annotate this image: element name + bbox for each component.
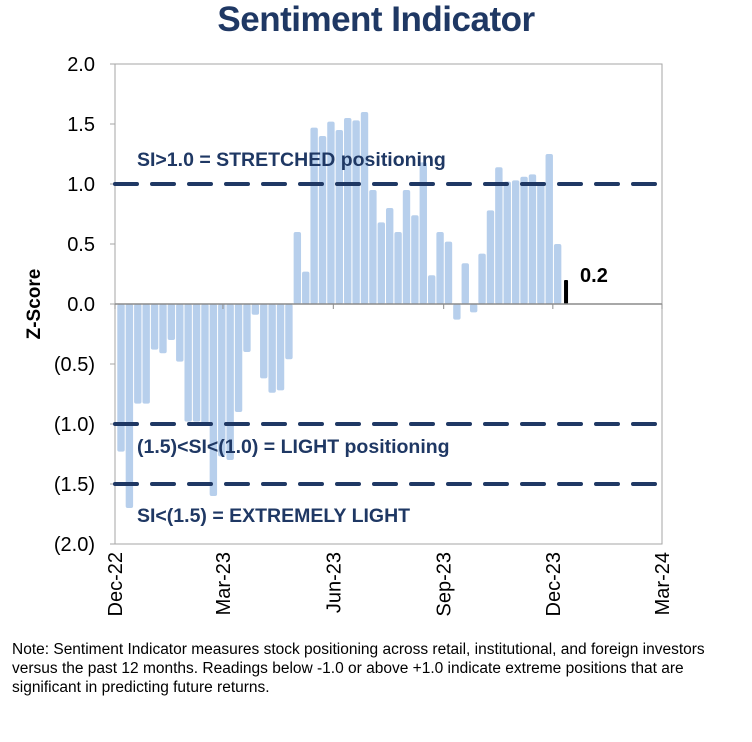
y-tick-label: 1.0	[67, 174, 95, 196]
bar	[201, 304, 209, 424]
bar	[125, 304, 134, 508]
bar	[411, 215, 419, 304]
bar	[486, 210, 495, 304]
bar	[226, 304, 234, 460]
bar	[402, 190, 411, 304]
y-tick-label: 1.5	[67, 114, 95, 136]
bar	[469, 304, 478, 313]
threshold-label: SI>1.0 = STRETCHED positioning	[137, 149, 446, 171]
bar	[167, 304, 176, 340]
bar	[159, 304, 167, 354]
bar	[385, 208, 394, 304]
footnote: Note: Sentiment Indicator measures stock…	[12, 641, 705, 696]
bar	[302, 271, 310, 304]
bar	[327, 121, 335, 304]
bar	[234, 304, 243, 412]
y-axis-label: Z-Score	[24, 269, 45, 340]
y-tick-label: (0.5)	[54, 354, 95, 376]
bar	[184, 304, 192, 422]
bar	[377, 222, 386, 304]
bar	[528, 174, 537, 304]
bar	[176, 304, 184, 362]
latest-value-label: 0.2	[580, 265, 608, 287]
y-tick-label: 0.0	[67, 294, 95, 316]
axes-group: 2.0 1.5 1.0 0.5 0.0 (0.5) (1.0) (1.5) (2.0) Dec-2…	[24, 54, 674, 617]
y-tick-label: (1.0)	[54, 414, 95, 436]
x-tick-label: Dec-22	[105, 552, 127, 616]
x-tick-label: Mar-24	[652, 552, 674, 615]
bar	[503, 181, 511, 304]
bar	[285, 304, 293, 360]
x-tick-label: Mar-23	[213, 552, 235, 615]
bar	[251, 304, 260, 315]
y-tick-label: 2.0	[67, 54, 95, 76]
bar	[478, 253, 486, 304]
bar	[369, 190, 377, 304]
bar	[436, 232, 444, 304]
chart-title: Sentiment Indicator	[217, 0, 535, 39]
bar	[218, 304, 226, 457]
x-tick-label: Dec-23	[543, 552, 565, 616]
bar	[150, 304, 159, 350]
bar	[318, 136, 327, 304]
bar	[461, 263, 469, 304]
bar	[545, 154, 553, 304]
bar	[537, 184, 545, 304]
bars-group: 0.2	[117, 112, 608, 508]
bar	[453, 304, 461, 320]
bar	[293, 232, 302, 304]
bar	[553, 244, 562, 304]
y-tick-label: (2.0)	[54, 534, 95, 556]
x-tick-label: Sep-23	[434, 552, 456, 617]
bar	[335, 130, 344, 304]
bar	[134, 304, 142, 404]
bar	[209, 304, 218, 496]
bar	[419, 162, 427, 304]
bar	[444, 241, 453, 304]
bar	[268, 304, 276, 393]
threshold-label: (1.5)<SI<(1.0) = LIGHT positioning	[137, 436, 450, 458]
bar	[117, 304, 125, 452]
bar	[276, 304, 285, 391]
bar	[511, 180, 520, 304]
bar	[192, 304, 201, 422]
bar	[142, 304, 150, 404]
bar	[427, 275, 436, 304]
threshold-label: SI<(1.5) = EXTREMELY LIGHT	[137, 505, 410, 527]
thresholds-group: SI>1.0 = STRETCHED positioning (1.5)<SI<(…	[113, 149, 664, 527]
y-tick-label: (1.5)	[54, 474, 95, 496]
bar	[243, 304, 251, 352]
bar	[495, 167, 503, 304]
bar	[360, 112, 369, 304]
bar	[394, 232, 402, 304]
latest-bar	[564, 280, 569, 304]
bar	[520, 176, 528, 304]
bar	[344, 118, 352, 304]
y-tick-label: 0.5	[67, 234, 95, 256]
bar	[260, 304, 268, 379]
bar	[310, 127, 318, 304]
x-tick-label: Jun-23	[323, 552, 345, 613]
bar	[352, 120, 360, 305]
